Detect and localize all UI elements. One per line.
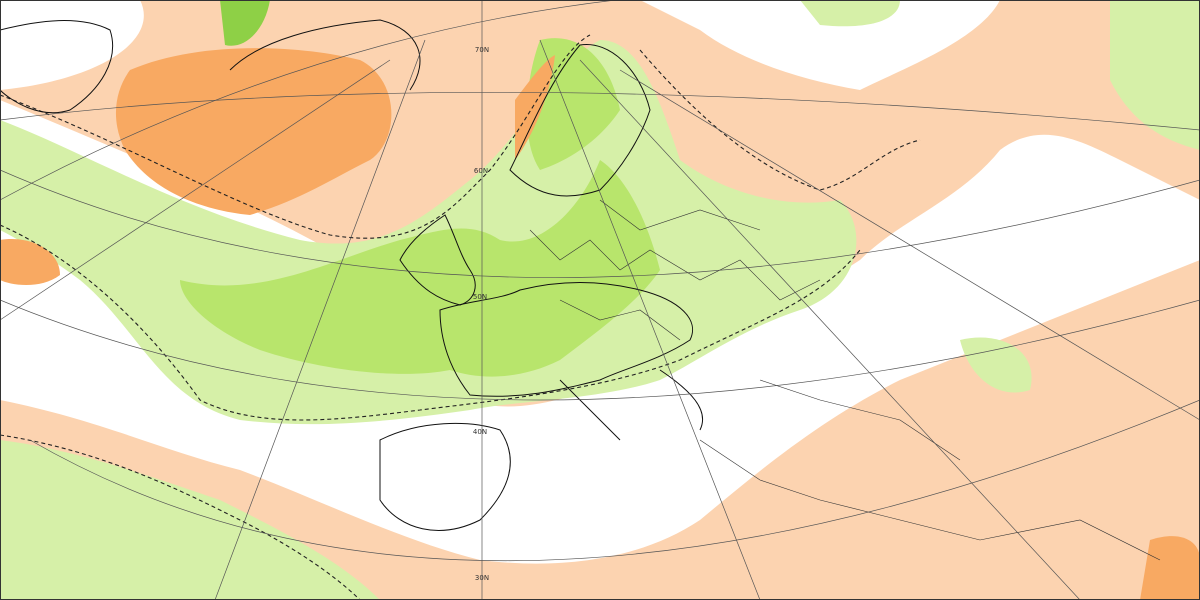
- light-green-region: [0, 40, 857, 425]
- white-region: [0, 100, 1200, 564]
- contour-line: [0, 34, 591, 239]
- meridian: [214, 39, 426, 600]
- meridian: [619, 69, 1200, 421]
- coastline: [439, 282, 693, 397]
- light-green-region: [1110, 0, 1200, 150]
- dark-orange-region: [115, 48, 392, 215]
- dark-green-region: [220, 0, 270, 46]
- light-green-region: [0, 440, 380, 600]
- latitude-label: 30N: [475, 574, 489, 582]
- parallel: [0, 299, 1200, 401]
- dark-orange-region: [515, 55, 555, 160]
- light-green-region: [960, 337, 1032, 393]
- latitude-labels: 70N 60N 50N 40N 30N: [473, 46, 489, 582]
- contour-line: [639, 49, 921, 191]
- contours: [0, 34, 921, 600]
- latitude-label: 60N: [474, 167, 488, 175]
- parallel: [0, 169, 1200, 278]
- meridian: [539, 39, 761, 600]
- latitude-label: 40N: [473, 428, 487, 436]
- border-line: [529, 199, 1161, 561]
- borders: [529, 199, 1161, 561]
- latitude-label: 70N: [475, 46, 489, 54]
- contour-line: [0, 434, 361, 600]
- meridian: [0, 59, 391, 321]
- parallel: [0, 91, 1200, 131]
- meridian: [579, 59, 1081, 600]
- parallel: [29, 399, 1200, 562]
- coastline: [559, 369, 704, 441]
- latitude-label: 50N: [473, 293, 487, 301]
- coastline: [229, 19, 421, 91]
- parallel: [0, 0, 1000, 201]
- coastline: [0, 20, 114, 114]
- medium-green-region: [180, 160, 660, 377]
- coastline: [379, 422, 511, 531]
- coastline: [399, 214, 476, 306]
- white-region: [640, 0, 1000, 90]
- light-green-region: [800, 0, 900, 27]
- contour-line: [0, 224, 861, 421]
- dark-orange-region: [0, 239, 60, 285]
- dark-orange-region: [1140, 536, 1200, 600]
